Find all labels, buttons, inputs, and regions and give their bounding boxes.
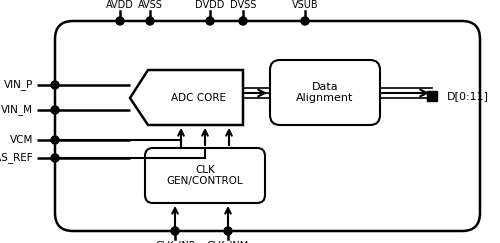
- Circle shape: [224, 227, 232, 235]
- Text: ADC CORE: ADC CORE: [171, 93, 226, 103]
- Text: AVDD: AVDD: [106, 0, 134, 10]
- Text: AVSS: AVSS: [138, 0, 162, 10]
- Circle shape: [51, 106, 59, 114]
- Text: CLK
GEN/CONTROL: CLK GEN/CONTROL: [166, 165, 244, 186]
- FancyBboxPatch shape: [270, 60, 380, 125]
- Circle shape: [146, 17, 154, 25]
- Text: CLK_INP: CLK_INP: [155, 240, 195, 243]
- Circle shape: [206, 17, 214, 25]
- Circle shape: [301, 17, 309, 25]
- Circle shape: [51, 136, 59, 144]
- Polygon shape: [130, 70, 243, 125]
- Text: DVSS: DVSS: [230, 0, 256, 10]
- Text: VIN_P: VIN_P: [4, 79, 33, 90]
- Circle shape: [51, 81, 59, 89]
- Text: DVDD: DVDD: [196, 0, 224, 10]
- FancyBboxPatch shape: [145, 148, 265, 203]
- Text: D[0:11]: D[0:11]: [447, 91, 489, 101]
- Circle shape: [171, 227, 179, 235]
- Circle shape: [116, 17, 124, 25]
- Text: CLK_INM: CLK_INM: [207, 240, 249, 243]
- FancyBboxPatch shape: [55, 21, 480, 231]
- Text: Data
Alignment: Data Alignment: [296, 82, 354, 103]
- Circle shape: [51, 154, 59, 162]
- Bar: [427, 91, 437, 101]
- Text: BIAS_REF: BIAS_REF: [0, 153, 33, 164]
- Text: VSUB: VSUB: [292, 0, 318, 10]
- Text: VIN_M: VIN_M: [1, 104, 33, 115]
- Circle shape: [239, 17, 247, 25]
- Text: VCM: VCM: [10, 135, 33, 145]
